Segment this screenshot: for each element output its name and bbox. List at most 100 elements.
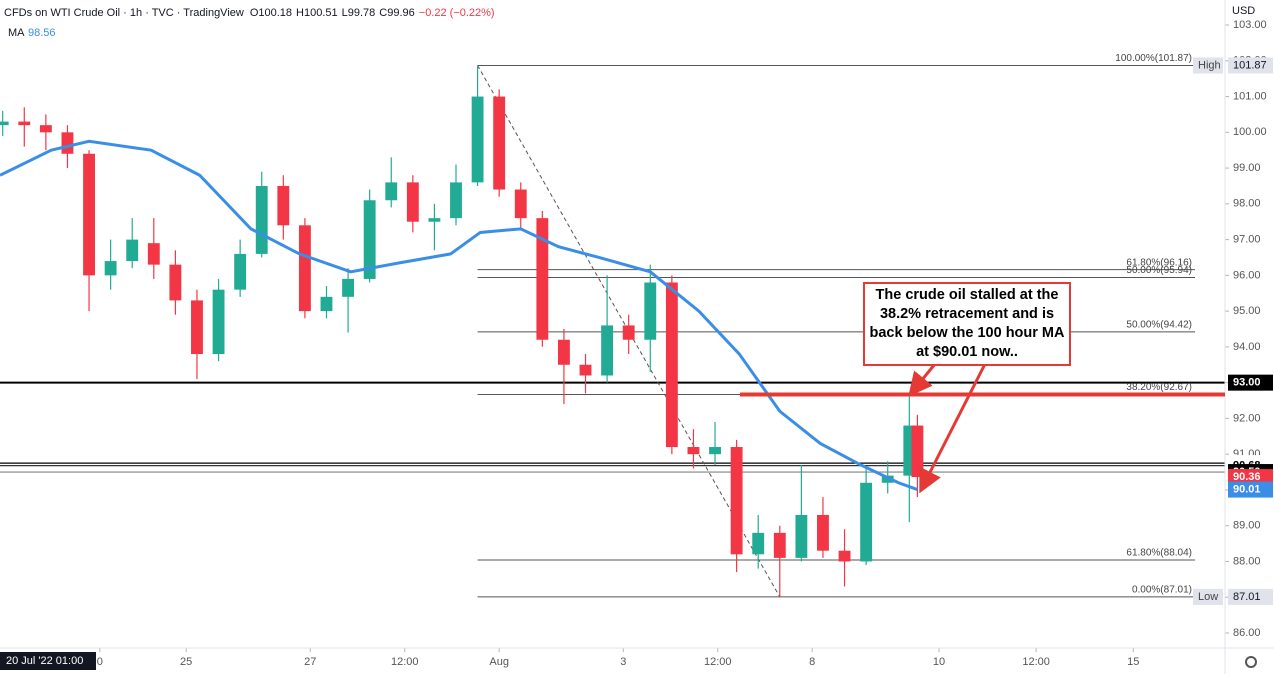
x-tick-label: 10 [933,656,945,668]
candle-body [514,189,527,219]
x-tick-label: 8 [809,656,815,668]
price-tag-label: 87.01 [1233,591,1261,603]
fib-label: 0.00%(87.01) [1132,585,1192,596]
candle-body [557,339,570,365]
candle-body [860,482,873,562]
candle-body [428,218,441,222]
candle-body [795,514,808,558]
price-tag-label: 93.00 [1233,377,1261,389]
candle-body [104,261,117,276]
crosshair-box [0,652,96,670]
x-tick-label: Aug [489,656,509,668]
candle-body [212,289,225,355]
candle-body [363,200,376,279]
candle-body [773,532,786,558]
candle-body [277,185,290,226]
x-tick-label: 3 [620,656,626,668]
y-tick-label: 103.00 [1233,19,1267,31]
candle-body [730,447,743,555]
x-tick-label: 0 [97,656,103,668]
fib-label: 61.80%(96.16) [1126,257,1192,268]
ohlc-value: H100.51 [296,7,338,19]
y-tick-label: 96.00 [1233,269,1261,281]
candle-body [838,550,851,562]
fib-label: 100.00%(101.87) [1115,53,1192,64]
candle-body [665,282,678,448]
candle-body [536,218,549,340]
arrow [919,363,987,494]
candle-body [903,425,916,476]
candle-body [61,132,74,154]
candle-body [83,153,95,276]
fib-trend [477,65,781,598]
y-tick-label: 99.00 [1233,162,1261,174]
y-tick-label: 97.00 [1233,234,1261,246]
currency[interactable]: USD [1232,5,1255,17]
candle-body [687,447,700,455]
y-tick-label: 92.00 [1233,412,1261,424]
candle-body [406,182,419,222]
settings-icon[interactable] [1245,656,1257,668]
candle-body [493,96,506,190]
candle-body [342,278,355,297]
candle-body [320,296,333,312]
price-tag [1228,588,1273,605]
x-tick-label: 25 [180,656,192,668]
candle-body [911,425,924,478]
price-tag-label: 90.36 [1233,471,1261,483]
candle-body [709,447,721,455]
y-tick-label: 95.00 [1233,305,1261,317]
annotation: The crude oil stalled at the 38.2% retra… [863,282,1071,366]
price-tag [1228,481,1273,498]
x-tick-label: 27 [304,656,316,668]
y-tick-label: 100.00 [1233,126,1267,138]
candle-body [471,96,484,183]
fib-tag-box [1193,588,1223,605]
candle-body [752,532,765,555]
candle-body [644,282,657,340]
candle-body [817,514,829,551]
candle-body [0,121,9,126]
fib-label: 50.00%(95.94) [1126,265,1192,276]
candle-body [169,264,182,301]
x-tick-label: 12:00 [704,656,732,668]
fib-tag: Low [1198,591,1218,603]
candle-body [450,182,462,219]
candle-body [234,253,247,290]
x-tick-label: 12:00 [1022,656,1050,668]
candle-body [39,125,52,133]
ma-line [0,139,918,491]
price-tag [1228,374,1273,391]
fib-label: 50.00%(94.42) [1126,320,1192,331]
candle-body [298,225,311,312]
y-tick-label: 89.00 [1233,520,1261,532]
candle-body [191,300,203,355]
ohlc-value: O100.18 [250,7,292,19]
x-tick-label: 12:00 [391,656,419,668]
crosshair-label: 20 Jul '22 01:00 [6,655,83,667]
indicator-value: 98.56 [28,27,56,39]
fib-tag: High [1198,59,1221,71]
price-tag-label: 90.01 [1233,483,1261,495]
fib-label: 61.80%(88.04) [1126,548,1192,559]
candle-body [18,121,31,126]
ohlc-value: −0.22 (−0.22%) [419,7,495,19]
x-tick-label: 15 [1127,656,1139,668]
fib-label: 38.20%(92.67) [1126,382,1192,393]
candle-body [601,325,614,376]
y-tick-label: 88.00 [1233,555,1261,567]
price-tag [1228,469,1273,486]
candle-body [579,364,592,376]
candle-body [126,239,139,262]
candle-body [255,185,268,254]
y-tick-label: 86.00 [1233,627,1261,639]
candle-body [147,243,160,265]
ohlc-value: C99.96 [379,7,414,19]
arrow [908,363,937,397]
fib-tag-box [1193,57,1223,74]
price-tag [1228,57,1273,74]
y-tick-label: 101.00 [1233,90,1267,102]
candle-body [622,325,635,340]
